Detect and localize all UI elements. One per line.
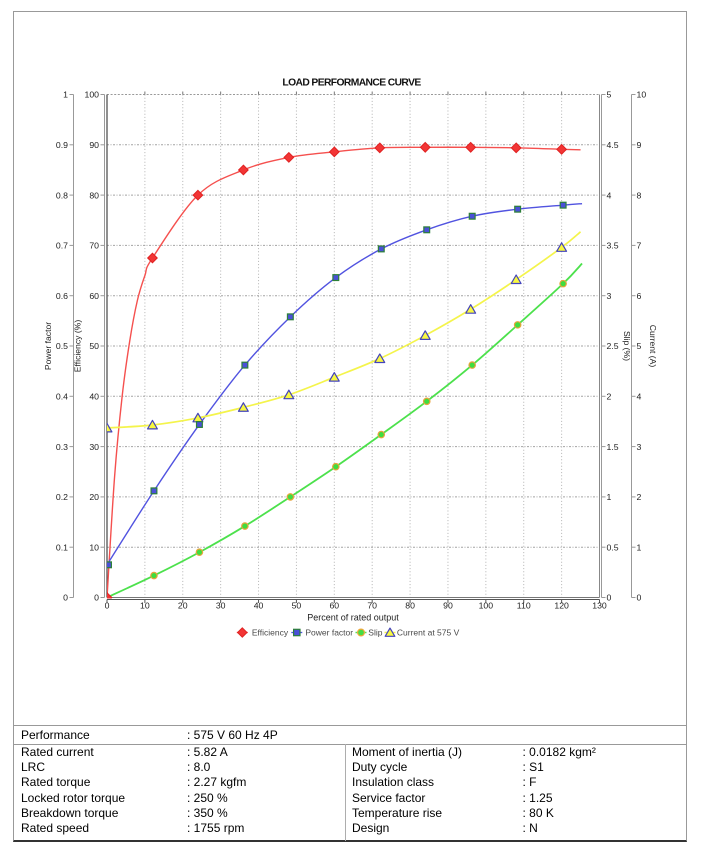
svg-text:60: 60	[329, 601, 339, 611]
svg-text:20: 20	[178, 601, 188, 611]
svg-text:60: 60	[89, 291, 99, 301]
svg-text:120: 120	[554, 601, 569, 611]
svg-text:50: 50	[89, 341, 99, 351]
svg-text:0: 0	[637, 593, 642, 603]
svg-text:Efficiency (%): Efficiency (%)	[73, 320, 83, 373]
svg-text:4: 4	[637, 392, 642, 402]
svg-text:Percent of rated output: Percent of rated output	[307, 613, 399, 623]
svg-text:3: 3	[637, 442, 642, 452]
svg-text:4.5: 4.5	[607, 140, 619, 150]
svg-text:130: 130	[592, 601, 607, 611]
svg-text:Slip (%): Slip (%)	[622, 331, 632, 361]
svg-text:Power factor: Power factor	[43, 322, 53, 370]
svg-text:0.5: 0.5	[56, 341, 68, 351]
svg-text:1: 1	[637, 542, 642, 552]
svg-text:10: 10	[140, 601, 150, 611]
svg-text:6: 6	[637, 291, 642, 301]
svg-text:30: 30	[89, 442, 99, 452]
svg-text:5: 5	[637, 341, 642, 351]
svg-text:0.8: 0.8	[56, 190, 68, 200]
svg-text:20: 20	[89, 492, 99, 502]
svg-text:0.3: 0.3	[56, 442, 68, 452]
svg-text:50: 50	[292, 601, 302, 611]
svg-text:0.4: 0.4	[56, 392, 68, 402]
svg-text:5: 5	[607, 90, 612, 100]
svg-text:Slip: Slip	[368, 628, 382, 638]
svg-text:1: 1	[607, 492, 612, 502]
svg-text:Current (A): Current (A)	[648, 325, 658, 368]
svg-text:0: 0	[63, 593, 68, 603]
svg-text:0.5: 0.5	[607, 542, 619, 552]
svg-text:10: 10	[637, 90, 647, 100]
svg-text:1.5: 1.5	[607, 442, 619, 452]
svg-text:100: 100	[479, 601, 494, 611]
svg-text:0.6: 0.6	[56, 291, 68, 301]
svg-text:7: 7	[637, 241, 642, 251]
svg-text:80: 80	[405, 601, 415, 611]
svg-text:0: 0	[94, 593, 99, 603]
svg-text:40: 40	[89, 392, 99, 402]
svg-text:2.5: 2.5	[607, 341, 619, 351]
svg-text:0.2: 0.2	[56, 492, 68, 502]
svg-text:0.1: 0.1	[56, 542, 68, 552]
svg-text:40: 40	[254, 601, 264, 611]
svg-text:0: 0	[607, 593, 612, 603]
svg-text:70: 70	[367, 601, 377, 611]
svg-text:Efficiency: Efficiency	[252, 628, 289, 638]
svg-text:LOAD PERFORMANCE CURVE: LOAD PERFORMANCE CURVE	[282, 78, 421, 89]
svg-text:Power factor: Power factor	[305, 628, 353, 638]
svg-text:1: 1	[63, 90, 68, 100]
svg-text:0: 0	[105, 601, 110, 611]
svg-text:70: 70	[89, 241, 99, 251]
svg-text:100: 100	[85, 90, 100, 100]
svg-text:3: 3	[607, 291, 612, 301]
svg-text:9: 9	[637, 140, 642, 150]
svg-text:110: 110	[517, 601, 531, 611]
svg-text:Current at 575 V: Current at 575 V	[397, 628, 460, 638]
svg-text:4: 4	[607, 190, 612, 200]
svg-text:80: 80	[89, 190, 99, 200]
svg-text:0.9: 0.9	[56, 140, 68, 150]
svg-text:90: 90	[89, 140, 99, 150]
svg-text:10: 10	[89, 542, 99, 552]
svg-text:2: 2	[637, 492, 642, 502]
svg-text:2: 2	[607, 392, 612, 402]
svg-text:8: 8	[637, 190, 642, 200]
svg-text:30: 30	[216, 601, 226, 611]
svg-text:3.5: 3.5	[607, 241, 619, 251]
svg-text:90: 90	[443, 601, 453, 611]
svg-text:0.7: 0.7	[56, 241, 68, 251]
